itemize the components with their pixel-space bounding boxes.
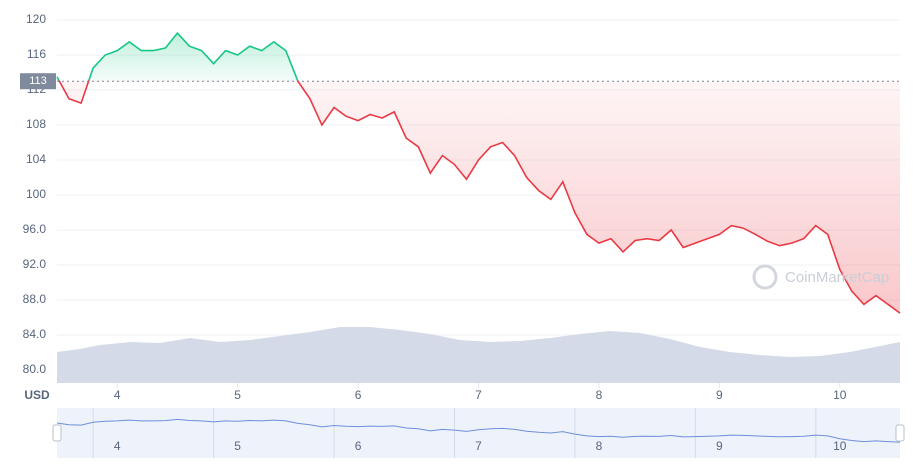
reference-label: 113	[29, 75, 47, 87]
x-tick-label: 10	[833, 388, 847, 402]
y-tick-label: 108	[26, 117, 46, 131]
navigator-line	[56, 418, 901, 443]
y-tick-label: 100	[26, 187, 46, 201]
y-tick-label: 80.0	[23, 362, 47, 376]
x-tick-label: 7	[475, 388, 482, 402]
y-tick-label: 104	[26, 152, 46, 166]
y-tick-label: 120	[26, 12, 46, 26]
price-area	[57, 33, 900, 314]
reference-badge	[20, 73, 56, 90]
x-tick-label: 4	[114, 388, 121, 402]
navigator-handle[interactable]	[52, 424, 62, 442]
navigator	[57, 408, 900, 458]
y-tick-label: 88.0	[23, 292, 47, 306]
navigator-tick-label: 10	[833, 439, 847, 453]
navigator-tick-label: 6	[355, 439, 362, 453]
x-tick-label: 5	[234, 388, 241, 402]
y-tick-label: 92.0	[23, 257, 47, 271]
x-tick-label: 6	[355, 388, 362, 402]
volume-area	[57, 327, 900, 383]
navigator-tick-label: 9	[716, 439, 723, 453]
watermark-logo	[752, 264, 778, 290]
navigator-tick-label: 7	[475, 439, 482, 453]
watermark: CoinMarketCap	[785, 269, 889, 286]
currency-label: USD	[24, 388, 50, 402]
navigator-handle[interactable]	[895, 424, 905, 442]
navigator-tick-label: 4	[114, 439, 121, 453]
x-tick-label: 8	[596, 388, 603, 402]
y-tick-label: 84.0	[23, 327, 47, 341]
navigator-tick-label: 8	[596, 439, 603, 453]
y-tick-label: 116	[27, 47, 46, 61]
y-tick-label: 96.0	[23, 222, 47, 236]
plot	[56, 31, 901, 314]
navigator-tick-label: 5	[234, 439, 241, 453]
price-line	[56, 31, 901, 314]
x-tick-label: 9	[716, 388, 723, 402]
